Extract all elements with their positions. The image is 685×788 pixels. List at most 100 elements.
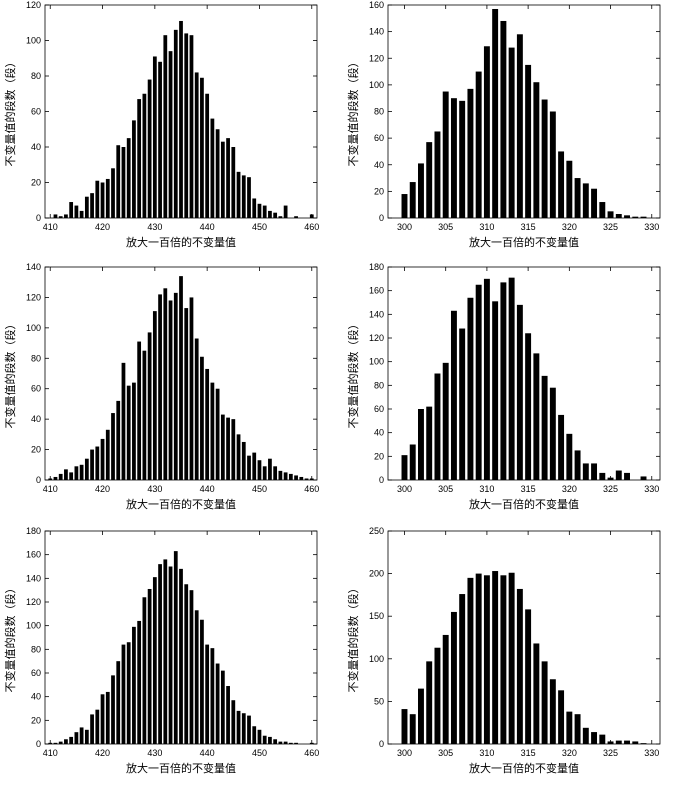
histogram-bar [549, 387, 556, 480]
histogram-bar [64, 469, 68, 480]
histogram-panel-top-left: 0 20 40 60 80 100 120 410 420 430 440 450 460 放大一百倍的不… [0, 0, 342, 262]
histogram-bar [168, 300, 173, 480]
histogram-bar [173, 551, 178, 744]
x-tick-label: 315 [521, 484, 536, 494]
histogram-bar [241, 441, 246, 480]
x-tick-label: 300 [397, 222, 412, 232]
chart-svg: 0 20 40 60 80 100 120 140 160 300 305 310 315 320 325 3… [346, 0, 661, 249]
histogram-bar [533, 643, 540, 744]
histogram-bar [142, 93, 147, 218]
histogram-bar [69, 202, 74, 218]
y-tick-label: 120 [26, 0, 41, 10]
histogram-bar [90, 714, 94, 744]
histogram-bar [558, 151, 565, 218]
y-tick-label: 20 [31, 715, 41, 725]
histogram-bar [58, 216, 63, 218]
histogram-bar [147, 332, 152, 480]
histogram-bar [74, 466, 79, 480]
histogram-bar [574, 178, 581, 218]
histogram-panel-bottom-left: 0 20 40 60 80 100 120 140 160 180 410 420 430 440 450 4… [0, 526, 342, 788]
y-tick-label: 40 [374, 428, 384, 438]
x-tick-label: 420 [95, 484, 110, 494]
histogram-bar [252, 198, 257, 218]
histogram-bar [152, 577, 157, 744]
histogram-bar [574, 714, 581, 744]
y-tick-label: 80 [374, 380, 384, 390]
histogram-bar [591, 188, 598, 218]
histogram-bar [137, 620, 142, 744]
y-tick-label: 0 [379, 475, 384, 485]
y-tick-label: 100 [26, 621, 41, 631]
x-tick-label: 460 [304, 484, 319, 494]
histogram-bar [241, 175, 246, 218]
histogram-bar [90, 449, 94, 480]
histogram-bar [184, 584, 189, 744]
histogram-bar [257, 460, 262, 480]
histogram-bar [418, 163, 424, 218]
histogram-bar [640, 216, 647, 218]
histogram-bar [69, 472, 74, 480]
histogram-bar [231, 700, 236, 744]
y-tick-label: 40 [31, 692, 41, 702]
histogram-bar [273, 466, 278, 480]
y-tick-label: 80 [374, 107, 384, 117]
plot-frame [44, 530, 318, 745]
y-tick-label: 160 [369, 0, 384, 10]
x-tick-label: 410 [43, 748, 58, 758]
histogram-bar [100, 438, 105, 480]
y-tick-label: 20 [31, 445, 41, 455]
y-tick-label: 120 [369, 53, 384, 63]
histogram-bar [262, 205, 267, 218]
histogram-bar [450, 611, 457, 744]
histogram-bar [566, 433, 573, 480]
y-tick-label: 60 [31, 384, 41, 394]
histogram-bar [147, 79, 152, 218]
x-axis-title: 放大一百倍的不变量值 [469, 235, 579, 249]
histogram-bar [268, 210, 272, 218]
histogram-bar [541, 375, 548, 480]
histogram-bar [173, 292, 178, 480]
histogram-bar [179, 276, 183, 480]
histogram-bar [74, 205, 79, 218]
histogram-bar [132, 120, 136, 219]
histogram-panel-middle-right: 0 20 40 60 80 100 120 140 160 180 300 305 310 315 320 3… [343, 262, 685, 524]
histogram-bar [558, 690, 565, 744]
y-tick-label: 60 [374, 404, 384, 414]
histogram-bar [283, 741, 288, 744]
histogram-bar [111, 413, 115, 480]
histogram-bar [640, 743, 647, 744]
histogram-bar [492, 301, 499, 480]
histogram-bar [525, 609, 532, 744]
y-tick-label: 140 [369, 27, 384, 37]
histogram-bar [105, 691, 110, 744]
histogram-bar [137, 341, 142, 480]
x-tick-label: 430 [147, 484, 162, 494]
histogram-bar [205, 93, 210, 218]
histogram-bar [599, 202, 606, 218]
histogram-bar [591, 463, 598, 480]
chart-svg: 0 20 40 60 80 100 120 140 410 420 430 440 450 460 放大一百… [3, 262, 319, 511]
histogram-bar [241, 713, 246, 744]
histogram-bar [442, 634, 449, 744]
histogram-bar [105, 429, 110, 480]
y-tick-label: 120 [26, 597, 41, 607]
y-tick-label: 0 [379, 213, 384, 223]
y-tick-label: 80 [31, 353, 41, 363]
y-tick-label: 100 [369, 654, 384, 664]
x-tick-label: 330 [644, 484, 659, 494]
y-tick-label: 20 [374, 451, 384, 461]
histogram-bar [508, 47, 515, 218]
x-tick-label: 310 [479, 484, 494, 494]
histogram-bar [220, 670, 225, 744]
histogram-bar [105, 178, 110, 218]
histogram-bar [525, 333, 532, 480]
histogram-bar [231, 147, 236, 218]
histogram-bar [168, 51, 173, 219]
histogram-bar [95, 446, 100, 480]
histogram-bar [278, 216, 283, 218]
histogram-bar [299, 476, 304, 480]
y-tick-label: 40 [374, 160, 384, 170]
histogram-bar [558, 414, 565, 480]
chart-svg: 0 20 40 60 80 100 120 410 420 430 440 450 460 放大一百倍的不… [3, 0, 319, 249]
histogram-bar [163, 288, 168, 480]
